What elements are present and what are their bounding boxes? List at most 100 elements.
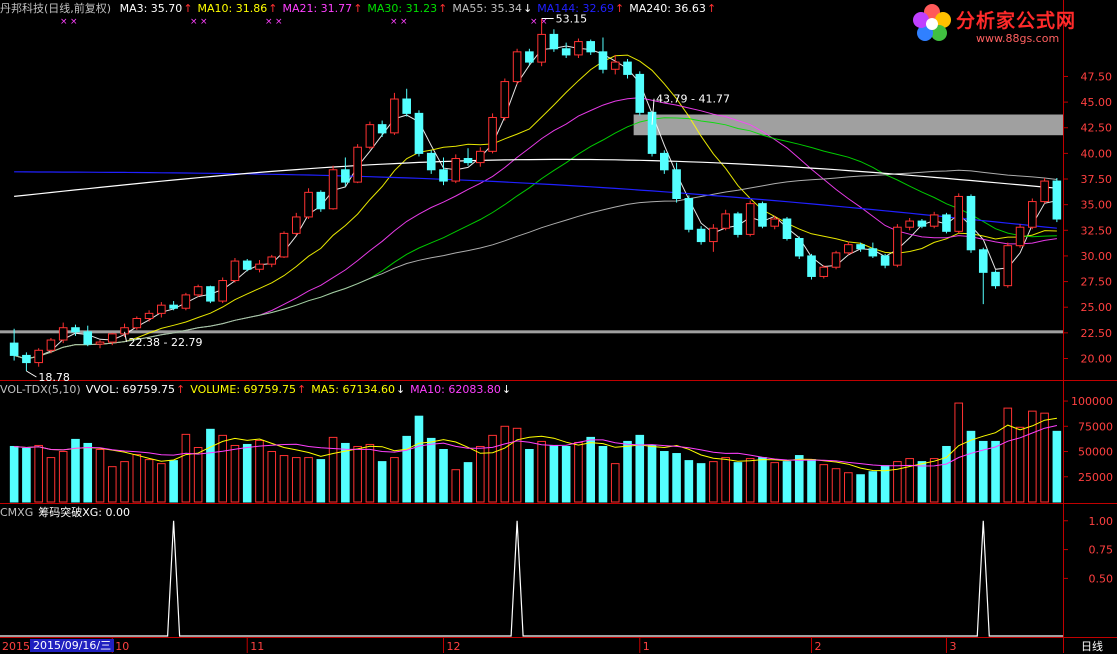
- indicator-4[interactable]: MA55: 35.34↓: [452, 2, 533, 15]
- candle-body: [942, 214, 951, 232]
- candle-body: [917, 220, 927, 227]
- candle: [709, 224, 718, 252]
- candle: [807, 253, 816, 280]
- candle: [230, 257, 240, 283]
- indicator-1[interactable]: VVOL: 69759.75↑: [85, 383, 186, 396]
- volume-ma-lines: [14, 417, 1058, 472]
- candle-body: [610, 61, 620, 70]
- candle: [463, 148, 473, 166]
- price-tick-label: 45.00: [1081, 96, 1113, 109]
- volume-tick-label: 25000: [1078, 471, 1113, 484]
- price-tick-label: 37.50: [1081, 173, 1113, 186]
- indicator-4[interactable]: MA10: 62083.80↓: [410, 383, 512, 396]
- candle: [414, 110, 424, 157]
- arrow-up-icon: ↑: [268, 2, 278, 15]
- candle: [169, 301, 178, 311]
- candle-body: [107, 333, 117, 343]
- indicator-3[interactable]: MA30: 31.23↑: [367, 2, 448, 15]
- candle: [745, 200, 755, 237]
- candle-body: [598, 51, 608, 70]
- candle: [426, 150, 436, 174]
- ma-cross-mark: ×: [60, 17, 68, 27]
- candle: [917, 219, 927, 229]
- candle: [684, 195, 694, 233]
- volume-bar: [83, 442, 93, 503]
- volume-bar: [500, 425, 510, 503]
- volume-bar: [525, 449, 534, 503]
- candle-body: [402, 98, 411, 114]
- candle-body: [966, 195, 976, 251]
- period-label[interactable]: 日线: [1081, 640, 1103, 653]
- candle: [451, 154, 461, 184]
- arrow-up-icon: ↑: [297, 383, 307, 396]
- candle: [647, 111, 657, 157]
- candle: [880, 253, 890, 269]
- price-tick-label: 20.00: [1081, 352, 1113, 365]
- candle: [439, 157, 448, 186]
- indicator-3[interactable]: MA5: 67134.60↓: [311, 383, 406, 396]
- indicator-6[interactable]: MA240: 36.63↑: [629, 2, 717, 15]
- volume-bar: [144, 459, 154, 503]
- volume-bar: [745, 458, 755, 503]
- candle: [844, 241, 853, 255]
- volume-bar: [856, 474, 865, 503]
- indicator-5[interactable]: MA144: 32.69↑: [537, 2, 625, 15]
- volume-bar: [132, 454, 142, 503]
- candle: [696, 226, 706, 245]
- candle-body: [1015, 226, 1025, 247]
- volume-bar: [95, 449, 105, 503]
- candle: [377, 120, 387, 137]
- candle-body: [255, 263, 264, 270]
- candle-body: [242, 260, 252, 270]
- stock-name[interactable]: 丹邦科技(日线,前复权): [0, 2, 112, 15]
- candle-body: [905, 220, 914, 228]
- volume-bar: [868, 471, 878, 503]
- candle-body: [794, 237, 804, 257]
- flower-logo-icon: [913, 4, 951, 41]
- price-tick-label: 42.50: [1081, 122, 1113, 135]
- volume-bar: [917, 461, 927, 503]
- candle: [206, 285, 215, 304]
- candle-body: [525, 51, 534, 63]
- ma-cross-mark: ×: [265, 17, 273, 27]
- volume-tick-label: 50000: [1078, 446, 1113, 459]
- candle-body: [623, 61, 632, 75]
- volume-bar: [929, 458, 939, 503]
- candle: [475, 147, 485, 167]
- price-indicator-header: 丹邦科技(日线,前复权) MA3: 35.70↑ MA10: 31.86↑ MA21…: [0, 1, 721, 17]
- indicator-2[interactable]: MA21: 31.77↑: [282, 2, 363, 15]
- candle-body: [660, 152, 669, 171]
- candle: [267, 254, 277, 268]
- volume-bar: [733, 462, 743, 503]
- candle: [71, 324, 80, 336]
- signal-axis: 0.50 0.75 1.00: [1063, 515, 1114, 585]
- ma-cross-mark: ×: [530, 17, 538, 27]
- candle: [610, 54, 620, 75]
- candle-body: [758, 203, 767, 227]
- volume-bar: [414, 415, 424, 503]
- indicator-1[interactable]: 筹码突破XG: 0.00: [38, 506, 130, 519]
- candle-body: [451, 158, 461, 182]
- indicator-0[interactable]: MA3: 35.70↑: [119, 2, 193, 15]
- volume-bars[interactable]: [9, 402, 1062, 503]
- support-level-line: [0, 330, 1063, 334]
- candle: [954, 193, 964, 234]
- volume-bar: [635, 434, 645, 503]
- candlestick-series[interactable]: [9, 18, 1062, 372]
- candle-body: [696, 228, 706, 243]
- indicator-0[interactable]: CMXG: [0, 506, 34, 519]
- signal-tick-label: 0.50: [1089, 572, 1114, 585]
- indicator-0[interactable]: VOL-TDX(5,10): [0, 383, 81, 396]
- volume-bar: [426, 437, 436, 503]
- candle-body: [414, 112, 424, 154]
- indicator-1[interactable]: MA10: 31.86↑: [197, 2, 278, 15]
- annotation-leader: [26, 370, 37, 378]
- candle: [157, 302, 166, 318]
- arrow-up-icon: ↑: [706, 2, 717, 15]
- candle: [218, 277, 227, 304]
- volume-bar: [58, 451, 68, 503]
- candle: [525, 48, 534, 66]
- volume-bar: [610, 463, 620, 503]
- indicator-2[interactable]: VOLUME: 69759.75↑: [190, 383, 307, 396]
